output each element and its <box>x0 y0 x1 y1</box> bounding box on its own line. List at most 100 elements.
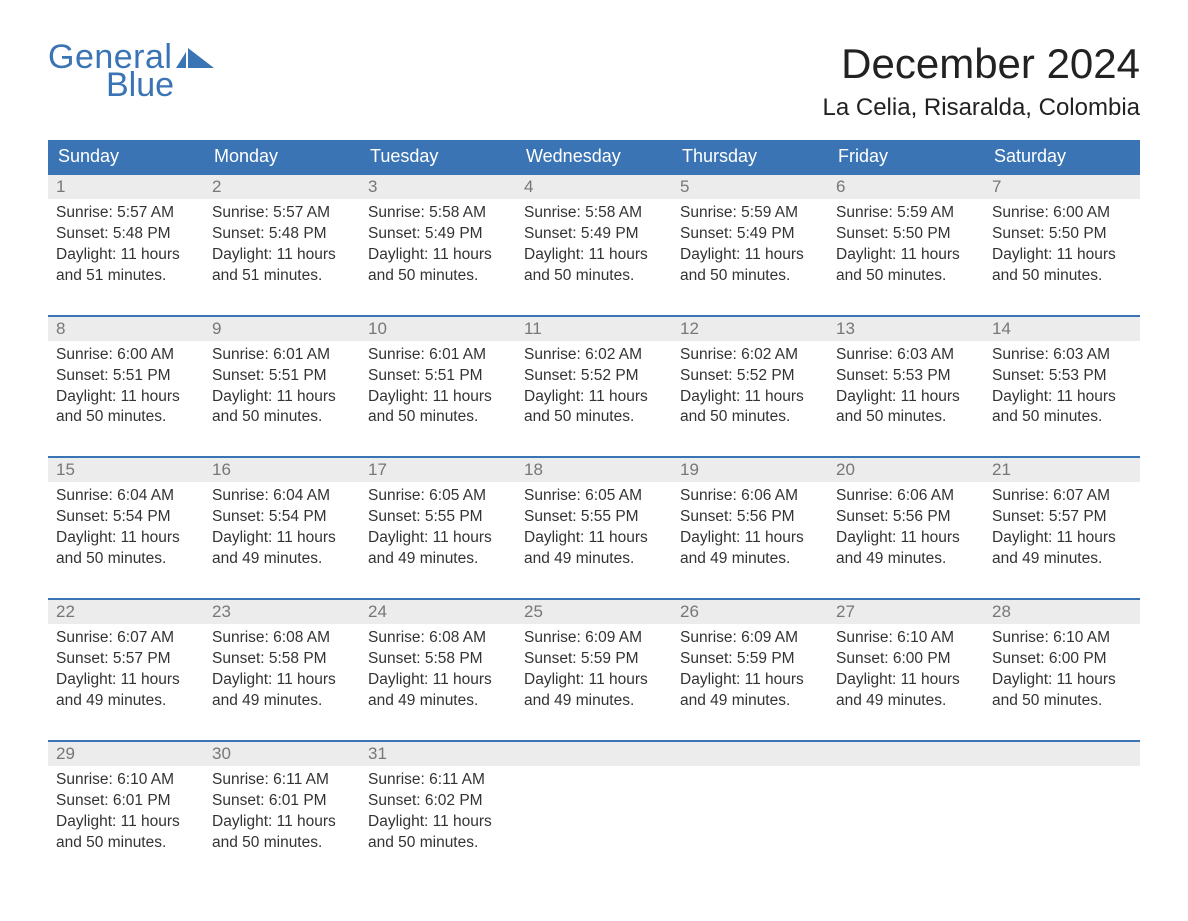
sunrise-line: Sunrise: 5:57 AM <box>212 203 352 224</box>
day-body: Sunrise: 6:00 AMSunset: 5:50 PMDaylight:… <box>984 199 1140 295</box>
sunrise-line: Sunrise: 6:11 AM <box>212 770 352 791</box>
sunrise-line: Sunrise: 6:08 AM <box>368 628 508 649</box>
day-number-row: 12 <box>672 317 828 341</box>
daylight-line: Daylight: 11 hours and 50 minutes. <box>368 387 508 429</box>
sunrise-line: Sunrise: 6:10 AM <box>836 628 976 649</box>
day-number-row: 11 <box>516 317 672 341</box>
day-number-row: 8 <box>48 317 204 341</box>
day-body: Sunrise: 6:08 AMSunset: 5:58 PMDaylight:… <box>204 624 360 720</box>
day-header: Wednesday <box>516 140 672 173</box>
sunrise-line: Sunrise: 6:09 AM <box>680 628 820 649</box>
sunset-line: Sunset: 6:02 PM <box>368 791 508 812</box>
sunset-line: Sunset: 5:55 PM <box>524 507 664 528</box>
calendar-day: 12Sunrise: 6:02 AMSunset: 5:52 PMDayligh… <box>672 317 828 437</box>
day-body: Sunrise: 6:02 AMSunset: 5:52 PMDaylight:… <box>672 341 828 437</box>
day-body <box>984 766 1140 836</box>
day-number-row: 20 <box>828 458 984 482</box>
sunrise-line: Sunrise: 6:01 AM <box>212 345 352 366</box>
day-number-row: 31 <box>360 742 516 766</box>
calendar-week: 29Sunrise: 6:10 AMSunset: 6:01 PMDayligh… <box>48 740 1140 862</box>
day-body: Sunrise: 6:11 AMSunset: 6:02 PMDaylight:… <box>360 766 516 862</box>
day-number: 30 <box>212 744 231 763</box>
sunrise-line: Sunrise: 6:11 AM <box>368 770 508 791</box>
calendar-day <box>516 742 672 862</box>
sunrise-line: Sunrise: 6:00 AM <box>56 345 196 366</box>
calendar-day: 6Sunrise: 5:59 AMSunset: 5:50 PMDaylight… <box>828 175 984 295</box>
day-body: Sunrise: 6:03 AMSunset: 5:53 PMDaylight:… <box>984 341 1140 437</box>
daylight-line: Daylight: 11 hours and 50 minutes. <box>56 528 196 570</box>
day-number: 17 <box>368 460 387 479</box>
day-header: Friday <box>828 140 984 173</box>
day-number-row: 22 <box>48 600 204 624</box>
sunset-line: Sunset: 5:51 PM <box>368 366 508 387</box>
calendar-day: 30 Sunrise: 6:11 AMSunset: 6:01 PMDayligh… <box>204 742 360 862</box>
day-number-row: 9 <box>204 317 360 341</box>
day-header: Tuesday <box>360 140 516 173</box>
day-number-row: 29 <box>48 742 204 766</box>
sunset-line: Sunset: 5:50 PM <box>992 224 1132 245</box>
day-number-row: 16 <box>204 458 360 482</box>
day-body: Sunrise: 5:57 AMSunset: 5:48 PMDaylight:… <box>48 199 204 295</box>
daylight-line: Daylight: 11 hours and 49 minutes. <box>992 528 1132 570</box>
sunrise-line: Sunrise: 6:06 AM <box>680 486 820 507</box>
calendar-day: 22Sunrise: 6:07 AMSunset: 5:57 PMDayligh… <box>48 600 204 720</box>
sunset-line: Sunset: 5:57 PM <box>992 507 1132 528</box>
sunset-line: Sunset: 5:49 PM <box>524 224 664 245</box>
day-number: 19 <box>680 460 699 479</box>
day-number: 16 <box>212 460 231 479</box>
day-number: 22 <box>56 602 75 621</box>
daylight-line: Daylight: 11 hours and 49 minutes. <box>524 528 664 570</box>
day-number-row: 23 <box>204 600 360 624</box>
calendar-day: 9Sunrise: 6:01 AMSunset: 5:51 PMDaylight… <box>204 317 360 437</box>
sunset-line: Sunset: 5:48 PM <box>212 224 352 245</box>
sunrise-line: Sunrise: 6:10 AM <box>992 628 1132 649</box>
calendar-day: 31Sunrise: 6:11 AMSunset: 6:02 PMDayligh… <box>360 742 516 862</box>
daylight-line: Daylight: 11 hours and 50 minutes. <box>212 812 352 854</box>
calendar-day: 13Sunrise: 6:03 AMSunset: 5:53 PMDayligh… <box>828 317 984 437</box>
calendar-week: 1Sunrise: 5:57 AMSunset: 5:48 PMDaylight… <box>48 173 1140 295</box>
day-number-row: 26 <box>672 600 828 624</box>
sunset-line: Sunset: 5:53 PM <box>836 366 976 387</box>
day-number: 26 <box>680 602 699 621</box>
sunrise-line: Sunrise: 6:03 AM <box>992 345 1132 366</box>
logo: General Blue <box>48 40 214 102</box>
day-number-row <box>672 742 828 766</box>
daylight-line: Daylight: 11 hours and 50 minutes. <box>56 387 196 429</box>
day-body: Sunrise: 6:10 AMSunset: 6:01 PMDaylight:… <box>48 766 204 862</box>
location-text: La Celia, Risaralda, Colombia <box>823 94 1140 122</box>
daylight-line: Daylight: 11 hours and 49 minutes. <box>368 528 508 570</box>
day-number: 14 <box>992 319 1011 338</box>
day-number-row: 24 <box>360 600 516 624</box>
daylight-line: Daylight: 11 hours and 50 minutes. <box>836 245 976 287</box>
sunset-line: Sunset: 6:01 PM <box>56 791 196 812</box>
sunrise-line: Sunrise: 6:07 AM <box>992 486 1132 507</box>
day-body: Sunrise: 6:01 AMSunset: 5:51 PMDaylight:… <box>360 341 516 437</box>
day-number-row: 13 <box>828 317 984 341</box>
calendar-day: 2Sunrise: 5:57 AMSunset: 5:48 PMDaylight… <box>204 175 360 295</box>
daylight-line: Daylight: 11 hours and 49 minutes. <box>680 670 820 712</box>
day-body: Sunrise: 6:01 AMSunset: 5:51 PMDaylight:… <box>204 341 360 437</box>
day-number-row: 17 <box>360 458 516 482</box>
calendar-day: 15Sunrise: 6:04 AMSunset: 5:54 PMDayligh… <box>48 458 204 578</box>
day-body: Sunrise: 6:05 AMSunset: 5:55 PMDaylight:… <box>360 482 516 578</box>
sunrise-line: Sunrise: 5:59 AM <box>680 203 820 224</box>
sunrise-line: Sunrise: 5:57 AM <box>56 203 196 224</box>
day-body: Sunrise: 5:59 AMSunset: 5:49 PMDaylight:… <box>672 199 828 295</box>
sunset-line: Sunset: 5:49 PM <box>680 224 820 245</box>
day-body: Sunrise: 6:07 AMSunset: 5:57 PMDaylight:… <box>984 482 1140 578</box>
day-number-row: 14 <box>984 317 1140 341</box>
sunrise-line: Sunrise: 6:03 AM <box>836 345 976 366</box>
daylight-line: Daylight: 11 hours and 49 minutes. <box>56 670 196 712</box>
sunrise-line: Sunrise: 6:05 AM <box>368 486 508 507</box>
daylight-line: Daylight: 11 hours and 50 minutes. <box>992 670 1132 712</box>
sunset-line: Sunset: 6:01 PM <box>212 791 352 812</box>
calendar-day <box>984 742 1140 862</box>
sunset-line: Sunset: 5:58 PM <box>368 649 508 670</box>
calendar-day: 5Sunrise: 5:59 AMSunset: 5:49 PMDaylight… <box>672 175 828 295</box>
calendar-day: 16Sunrise: 6:04 AMSunset: 5:54 PMDayligh… <box>204 458 360 578</box>
sunrise-line: Sunrise: 6:06 AM <box>836 486 976 507</box>
day-body: Sunrise: 6:00 AMSunset: 5:51 PMDaylight:… <box>48 341 204 437</box>
day-number: 6 <box>836 177 845 196</box>
day-header: Monday <box>204 140 360 173</box>
calendar-day: 14 Sunrise: 6:03 AMSunset: 5:53 PMDayligh… <box>984 317 1140 437</box>
